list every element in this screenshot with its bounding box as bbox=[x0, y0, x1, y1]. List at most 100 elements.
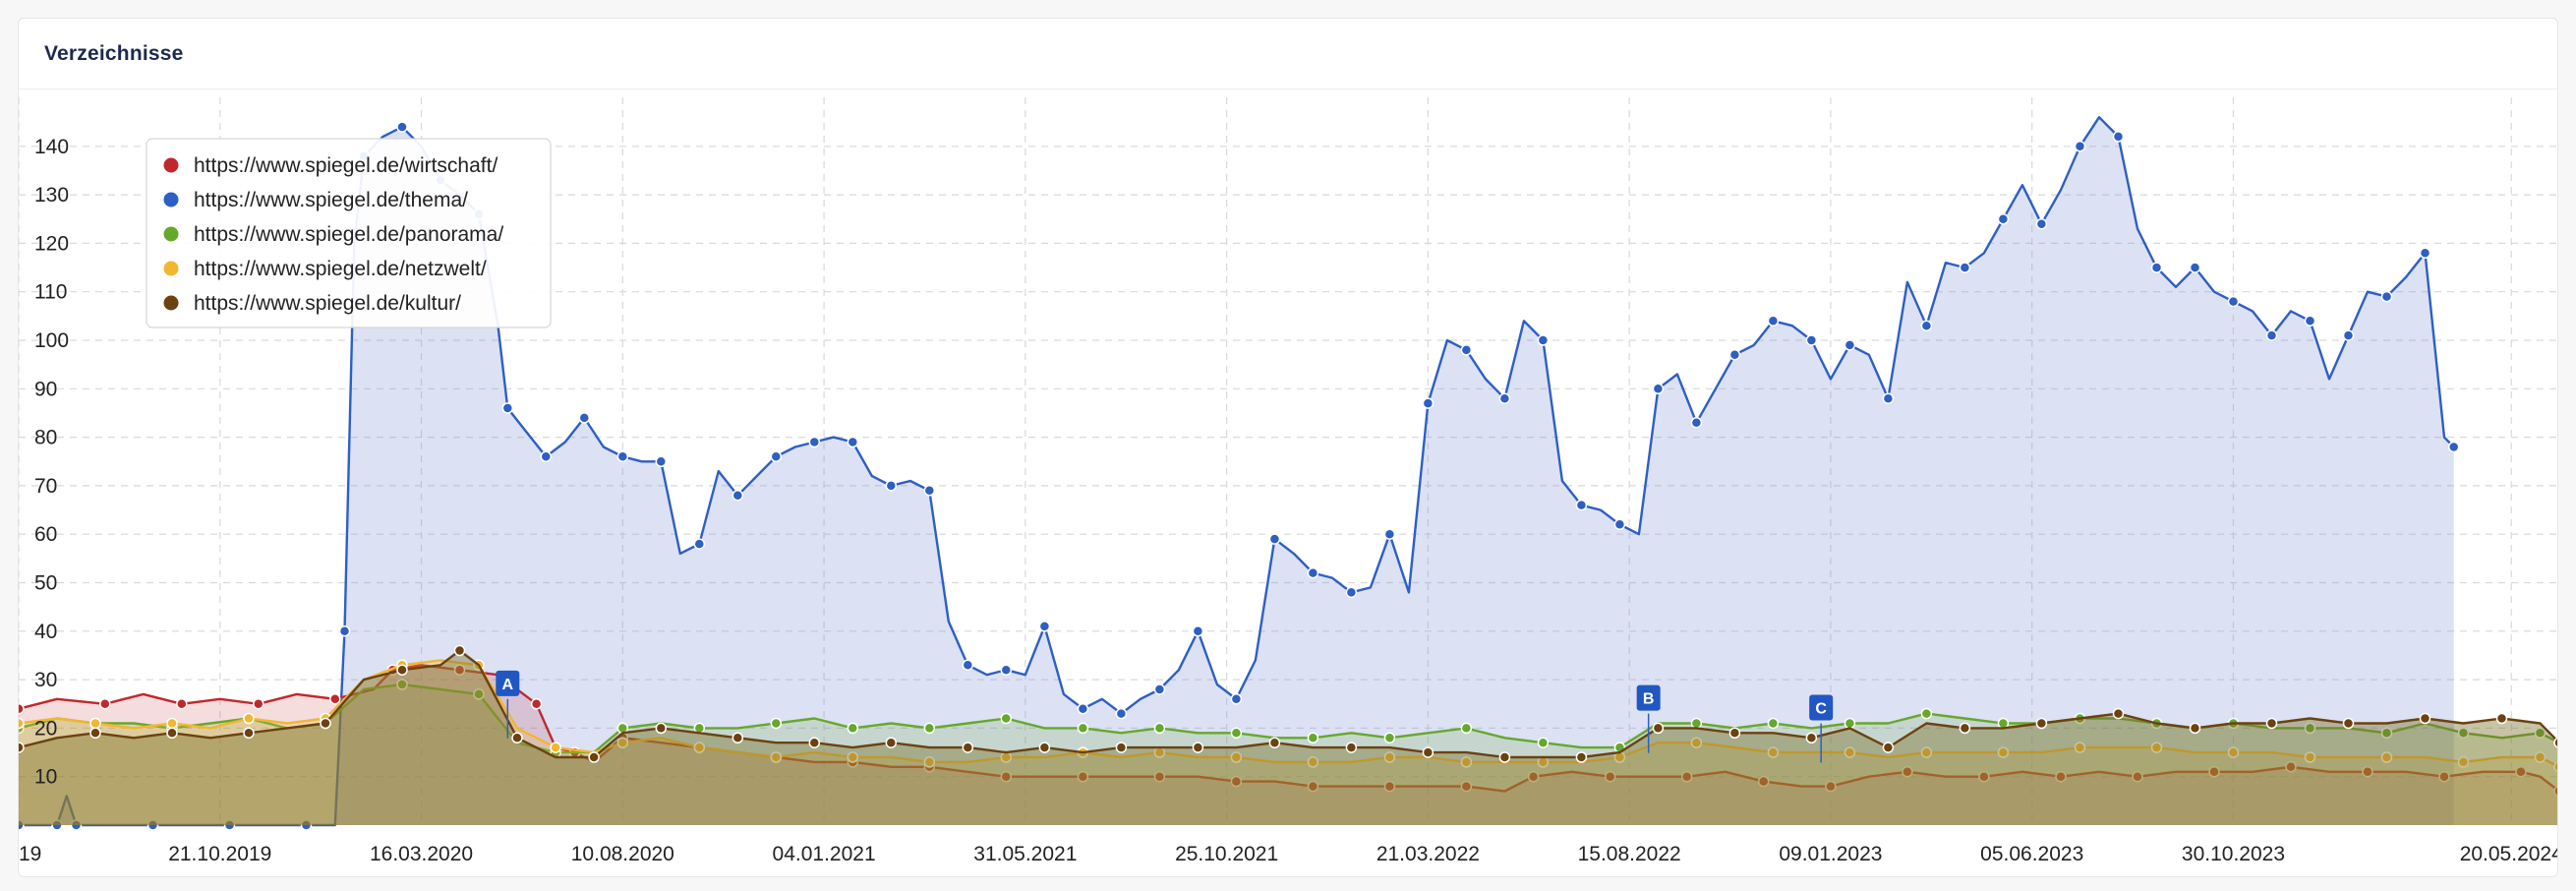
data-point[interactable] bbox=[89, 727, 101, 740]
data-point[interactable] bbox=[19, 819, 25, 831]
data-point[interactable] bbox=[1690, 417, 1703, 429]
data-point[interactable] bbox=[2457, 756, 2470, 768]
data-point[interactable] bbox=[2189, 262, 2201, 273]
data-point[interactable] bbox=[2035, 717, 2048, 730]
data-point[interactable] bbox=[2419, 247, 2431, 260]
data-point[interactable] bbox=[1882, 742, 1895, 753]
data-point[interactable] bbox=[2189, 722, 2201, 735]
data-point[interactable] bbox=[2132, 770, 2143, 783]
data-point[interactable] bbox=[540, 450, 553, 463]
data-point[interactable] bbox=[808, 737, 821, 748]
data-point[interactable] bbox=[2380, 751, 2393, 763]
data-point[interactable] bbox=[1345, 742, 1358, 753]
data-point[interactable] bbox=[1825, 780, 1837, 793]
data-point[interactable] bbox=[396, 664, 408, 676]
data-point[interactable] bbox=[1767, 315, 1780, 327]
data-point[interactable] bbox=[1460, 780, 1473, 793]
data-point[interactable] bbox=[1920, 320, 1933, 331]
data-point[interactable] bbox=[655, 722, 668, 735]
data-point[interactable] bbox=[770, 717, 783, 730]
data-point[interactable] bbox=[2419, 712, 2431, 725]
data-point[interactable] bbox=[1307, 566, 1319, 579]
legend-item[interactable]: https://www.spiegel.de/panorama/ bbox=[163, 223, 504, 246]
data-point[interactable] bbox=[2534, 727, 2547, 740]
data-point[interactable] bbox=[253, 698, 264, 710]
data-point[interactable] bbox=[1460, 344, 1473, 356]
data-point[interactable] bbox=[923, 722, 936, 735]
data-point[interactable] bbox=[923, 756, 936, 768]
data-point[interactable] bbox=[2150, 742, 2163, 753]
data-point[interactable] bbox=[2304, 722, 2316, 735]
data-point[interactable] bbox=[1077, 770, 1089, 783]
data-point[interactable] bbox=[2534, 751, 2547, 763]
data-point[interactable] bbox=[453, 644, 466, 657]
data-point[interactable] bbox=[847, 436, 859, 448]
data-point[interactable] bbox=[732, 490, 744, 502]
data-point[interactable] bbox=[1307, 732, 1319, 744]
data-point[interactable] bbox=[1805, 732, 1818, 744]
data-point[interactable] bbox=[243, 712, 255, 725]
data-point[interactable] bbox=[1460, 756, 1473, 768]
data-point[interactable] bbox=[1527, 770, 1540, 783]
data-point[interactable] bbox=[1902, 766, 1913, 778]
data-point[interactable] bbox=[1038, 742, 1051, 753]
legend-item[interactable]: https://www.spiegel.de/wirtschaft/ bbox=[163, 154, 498, 177]
data-point[interactable] bbox=[2150, 262, 2163, 273]
legend-item[interactable]: https://www.spiegel.de/netzwelt/ bbox=[163, 258, 487, 280]
data-point[interactable] bbox=[732, 732, 744, 744]
data-point[interactable] bbox=[2265, 329, 2278, 341]
data-point[interactable] bbox=[1959, 722, 1971, 735]
data-point[interactable] bbox=[1268, 533, 1281, 545]
data-point[interactable] bbox=[2035, 217, 2048, 230]
data-point[interactable] bbox=[1038, 621, 1051, 632]
data-point[interactable] bbox=[1575, 751, 1588, 763]
data-point[interactable] bbox=[473, 688, 485, 700]
data-point[interactable] bbox=[2362, 766, 2373, 778]
data-point[interactable] bbox=[1575, 499, 1588, 511]
data-point[interactable] bbox=[1192, 625, 1204, 637]
data-point[interactable] bbox=[693, 538, 706, 550]
data-point[interactable] bbox=[885, 480, 898, 492]
data-point[interactable] bbox=[223, 819, 236, 831]
data-point[interactable] bbox=[578, 412, 591, 424]
data-point[interactable] bbox=[770, 450, 783, 463]
data-point[interactable] bbox=[1652, 722, 1665, 735]
data-point[interactable] bbox=[1153, 683, 1166, 695]
data-point[interactable] bbox=[1422, 397, 1434, 409]
data-point[interactable] bbox=[2285, 761, 2297, 773]
data-point[interactable] bbox=[99, 698, 111, 710]
data-point[interactable] bbox=[550, 742, 561, 753]
data-point[interactable] bbox=[329, 693, 341, 705]
data-point[interactable] bbox=[2055, 770, 2067, 783]
annotation-marker-c[interactable]: C bbox=[1809, 694, 1834, 763]
data-point[interactable] bbox=[1460, 722, 1473, 735]
data-point[interactable] bbox=[89, 717, 101, 730]
data-point[interactable] bbox=[770, 751, 783, 763]
annotation-marker-a[interactable]: A bbox=[496, 670, 520, 739]
data-point[interactable] bbox=[2515, 766, 2527, 778]
data-point[interactable] bbox=[176, 698, 188, 710]
data-point[interactable] bbox=[808, 436, 821, 448]
data-point[interactable] bbox=[962, 742, 974, 753]
data-point[interactable] bbox=[2438, 770, 2450, 783]
line-chart[interactable]: A B C 10 20 30 40 50 60 70 80 90 100 110 120 130 140 2019… bbox=[19, 19, 2558, 877]
data-point[interactable] bbox=[530, 698, 543, 710]
annotation-marker-b[interactable]: B bbox=[1636, 684, 1661, 753]
data-point[interactable] bbox=[2304, 751, 2316, 763]
data-point[interactable] bbox=[1115, 707, 1128, 720]
data-point[interactable] bbox=[1690, 717, 1703, 730]
data-point[interactable] bbox=[847, 751, 859, 763]
data-point[interactable] bbox=[1997, 746, 2010, 758]
data-point[interactable] bbox=[2304, 315, 2316, 327]
data-point[interactable] bbox=[2074, 141, 2086, 152]
data-point[interactable] bbox=[1805, 334, 1818, 346]
data-point[interactable] bbox=[2074, 742, 2086, 753]
data-point[interactable] bbox=[2553, 786, 2558, 797]
data-point[interactable] bbox=[1000, 712, 1013, 725]
data-point[interactable] bbox=[616, 450, 629, 463]
data-point[interactable] bbox=[511, 732, 523, 744]
data-point[interactable] bbox=[1422, 746, 1434, 758]
data-point[interactable] bbox=[453, 664, 466, 676]
data-point[interactable] bbox=[1767, 717, 1780, 730]
data-point[interactable] bbox=[1307, 756, 1319, 768]
